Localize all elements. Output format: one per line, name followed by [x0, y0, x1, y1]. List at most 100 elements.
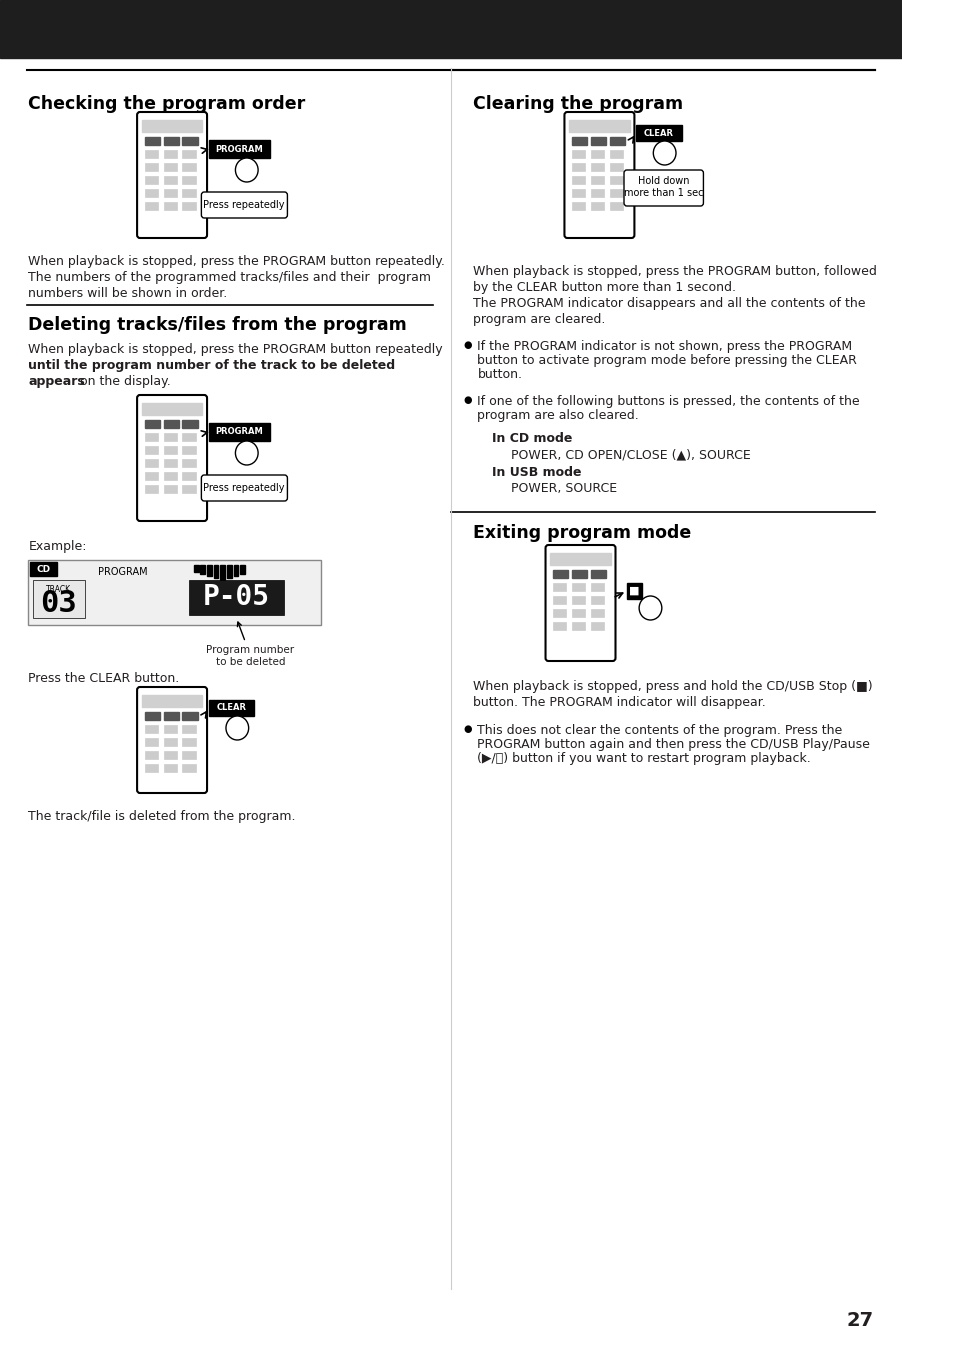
Bar	[163, 459, 176, 467]
Text: Press repeatedly: Press repeatedly	[203, 483, 284, 493]
Bar	[609, 176, 622, 184]
Bar	[145, 189, 158, 197]
Bar	[145, 202, 158, 211]
Text: ●: ●	[463, 724, 472, 734]
Bar	[145, 738, 158, 747]
Text: If the PROGRAM indicator is not shown, press the PROGRAM: If the PROGRAM indicator is not shown, p…	[476, 340, 852, 352]
Bar	[590, 189, 603, 197]
Bar	[142, 695, 202, 707]
Bar	[145, 485, 158, 493]
FancyBboxPatch shape	[201, 475, 287, 501]
Circle shape	[235, 441, 258, 464]
Bar	[145, 176, 158, 184]
Bar	[590, 583, 603, 591]
Bar	[572, 570, 586, 578]
Bar	[572, 163, 584, 171]
FancyBboxPatch shape	[545, 545, 615, 662]
Bar	[163, 764, 176, 772]
Bar	[0, 0, 901, 58]
Bar	[163, 725, 176, 733]
Bar	[189, 580, 283, 616]
Text: Press the CLEAR button.: Press the CLEAR button.	[29, 672, 179, 684]
Text: In USB mode: In USB mode	[491, 466, 580, 479]
Text: P-05: P-05	[203, 583, 270, 612]
Text: appears: appears	[29, 375, 85, 387]
Bar	[163, 433, 176, 441]
Text: PROGRAM button again and then press the CD/USB Play/Pause: PROGRAM button again and then press the …	[476, 738, 869, 751]
Text: 27: 27	[846, 1311, 873, 1330]
Bar	[636, 126, 681, 140]
Bar	[572, 609, 584, 617]
Bar	[609, 136, 624, 144]
Circle shape	[235, 158, 258, 182]
Bar	[182, 420, 197, 428]
Bar	[182, 751, 195, 759]
Bar	[240, 566, 245, 574]
Bar	[207, 566, 212, 576]
Bar	[145, 136, 159, 144]
Bar	[572, 176, 584, 184]
Bar	[572, 595, 584, 603]
Text: If one of the following buttons is pressed, the contents of the: If one of the following buttons is press…	[476, 396, 860, 408]
Text: Press repeatedly: Press repeatedly	[203, 200, 284, 211]
Text: Hold down: Hold down	[638, 176, 689, 186]
Bar	[145, 433, 158, 441]
Bar	[145, 764, 158, 772]
FancyBboxPatch shape	[137, 687, 207, 792]
Bar	[182, 150, 195, 158]
Text: CLEAR: CLEAR	[643, 128, 673, 138]
Bar	[553, 622, 566, 630]
Bar	[182, 764, 195, 772]
Bar	[550, 554, 610, 566]
Bar	[182, 189, 195, 197]
Bar	[609, 150, 622, 158]
Text: 03: 03	[40, 589, 77, 617]
Text: numbers will be shown in order.: numbers will be shown in order.	[29, 288, 228, 300]
Text: button.: button.	[476, 369, 522, 381]
Bar	[572, 622, 584, 630]
Bar	[33, 580, 85, 618]
Bar	[590, 570, 605, 578]
Bar	[553, 570, 568, 578]
Text: The PROGRAM indicator disappears and all the contents of the: The PROGRAM indicator disappears and all…	[473, 297, 864, 310]
Bar	[590, 622, 603, 630]
Text: more than 1 sec: more than 1 sec	[623, 188, 702, 198]
Text: PROGRAM: PROGRAM	[98, 567, 148, 576]
Text: CLEAR: CLEAR	[216, 703, 247, 713]
Bar	[626, 583, 641, 599]
Text: This does not clear the contents of the program. Press the: This does not clear the contents of the …	[476, 724, 841, 737]
Text: When playback is stopped, press the PROGRAM button repeatedly: When playback is stopped, press the PROG…	[29, 343, 442, 356]
Text: The track/file is deleted from the program.: The track/file is deleted from the progr…	[29, 810, 295, 824]
FancyBboxPatch shape	[137, 112, 207, 238]
Bar	[163, 751, 176, 759]
Text: The numbers of the programmed tracks/files and their  program: The numbers of the programmed tracks/fil…	[29, 271, 431, 284]
Text: Deleting tracks/files from the program: Deleting tracks/files from the program	[29, 316, 407, 333]
Bar	[609, 163, 622, 171]
Bar	[209, 701, 254, 716]
Bar	[145, 163, 158, 171]
Bar	[200, 566, 205, 574]
Bar	[220, 566, 225, 580]
Bar	[163, 738, 176, 747]
Text: Exiting program mode: Exiting program mode	[473, 524, 690, 541]
Text: Program number
to be deleted: Program number to be deleted	[206, 622, 294, 667]
Bar	[209, 140, 270, 158]
Bar	[163, 446, 176, 454]
Bar	[569, 120, 629, 132]
Text: CD: CD	[36, 564, 51, 574]
Bar	[145, 150, 158, 158]
Bar	[145, 459, 158, 467]
Bar	[182, 446, 195, 454]
Text: PROGRAM: PROGRAM	[215, 428, 263, 436]
Bar	[182, 485, 195, 493]
Bar	[609, 202, 622, 211]
Bar	[227, 566, 232, 578]
Bar	[182, 711, 197, 720]
Text: In CD mode: In CD mode	[491, 432, 572, 446]
Bar	[145, 751, 158, 759]
Bar	[145, 711, 159, 720]
Bar	[553, 609, 566, 617]
Text: POWER, SOURCE: POWER, SOURCE	[510, 482, 616, 495]
Bar	[213, 566, 218, 578]
Bar	[182, 725, 195, 733]
